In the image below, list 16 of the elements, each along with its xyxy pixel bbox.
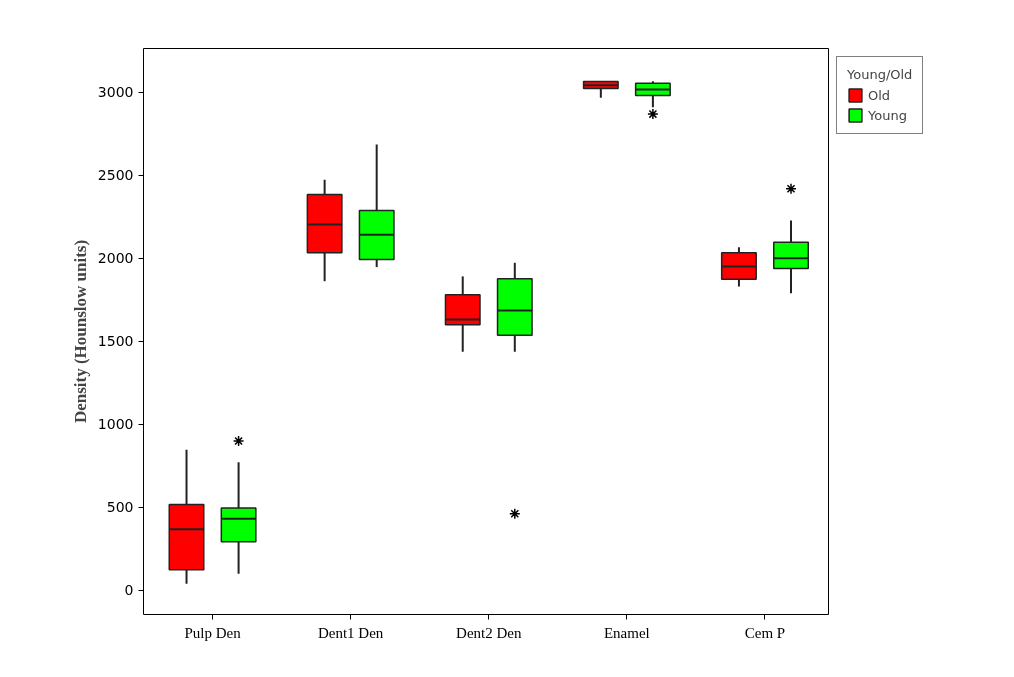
x-tick-label: Dent2 Den xyxy=(456,624,522,641)
legend-title: Young/Old xyxy=(847,67,913,82)
y-tick-label: 2000 xyxy=(97,250,134,267)
x-tick-label: Cem P xyxy=(744,624,786,641)
x-tick-label: Pulp Den xyxy=(184,624,242,641)
x-tick-label: Dent1 Den xyxy=(317,624,384,641)
y-tick-label: 500 xyxy=(106,499,134,516)
y-tick-label: 0 xyxy=(124,582,134,599)
legend-label: Young xyxy=(868,107,907,123)
y-tick-label: 1500 xyxy=(97,333,134,350)
y-tick-label: 2500 xyxy=(97,167,134,184)
y-axis-title: Density (Hounslow units) xyxy=(70,239,90,424)
y-tick-label: 3000 xyxy=(97,84,134,101)
legend-label: Old xyxy=(868,87,891,103)
x-tick-label: Enamel xyxy=(603,624,650,641)
y-tick-label: 1000 xyxy=(97,416,134,433)
